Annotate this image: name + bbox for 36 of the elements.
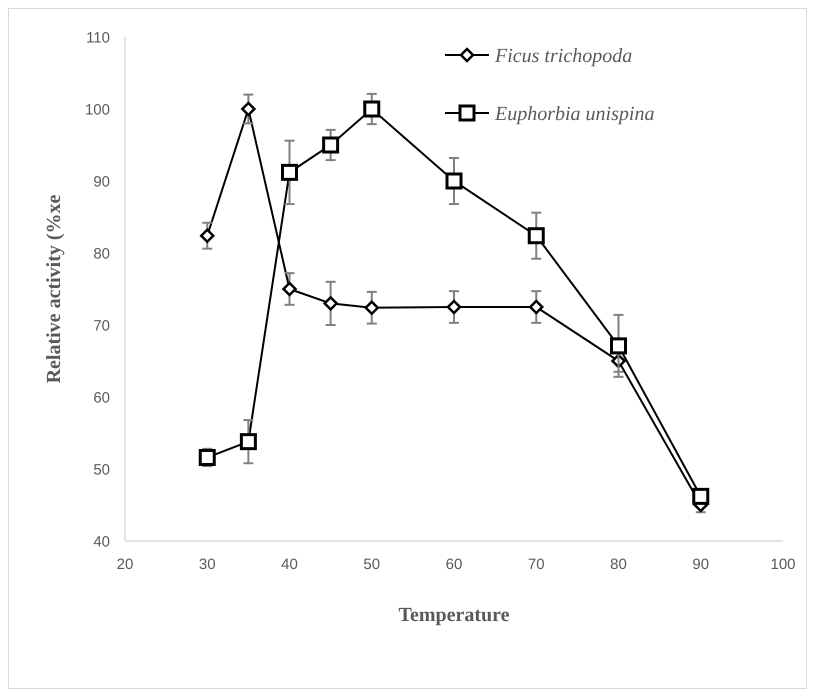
point	[610, 337, 627, 354]
y-tick-label: 50	[93, 461, 110, 478]
x-tick-label: 90	[692, 556, 710, 573]
point	[240, 433, 257, 450]
point	[692, 488, 710, 505]
y-tick-label: 110	[86, 29, 110, 46]
x-tick-label: 50	[363, 556, 380, 573]
point	[323, 296, 338, 311]
point	[528, 227, 545, 244]
y-tick-label: 70	[93, 317, 110, 334]
legend-label: Euphorbia unispina	[494, 103, 654, 125]
point	[322, 136, 340, 154]
x-axis-title: Temperature	[398, 604, 510, 626]
x-tick-label: 20	[116, 556, 134, 573]
point	[446, 172, 462, 190]
point	[364, 300, 379, 315]
x-tick-label: 40	[281, 556, 298, 573]
x-tick-label: 30	[198, 556, 216, 573]
x-tick-label: 80	[610, 556, 627, 573]
y-tick-label: 60	[93, 389, 110, 406]
point	[241, 102, 256, 116]
point	[363, 100, 380, 118]
point	[281, 164, 298, 181]
x-tick-label: 60	[446, 556, 462, 573]
point	[529, 300, 544, 314]
x-tick-label: 70	[528, 556, 545, 573]
y-tick-label: 90	[93, 173, 110, 190]
legend-label: Ficus trichopoda	[494, 45, 632, 67]
point	[446, 300, 462, 314]
y-tick-label: 80	[93, 245, 110, 262]
y-tick-label: 100	[84, 101, 110, 118]
y-tick-label: 40	[93, 533, 110, 550]
point	[282, 282, 297, 296]
y-axis-title: Relative activity (%xe	[43, 194, 65, 384]
point	[200, 228, 214, 243]
x-tick-label: 100	[770, 556, 796, 573]
